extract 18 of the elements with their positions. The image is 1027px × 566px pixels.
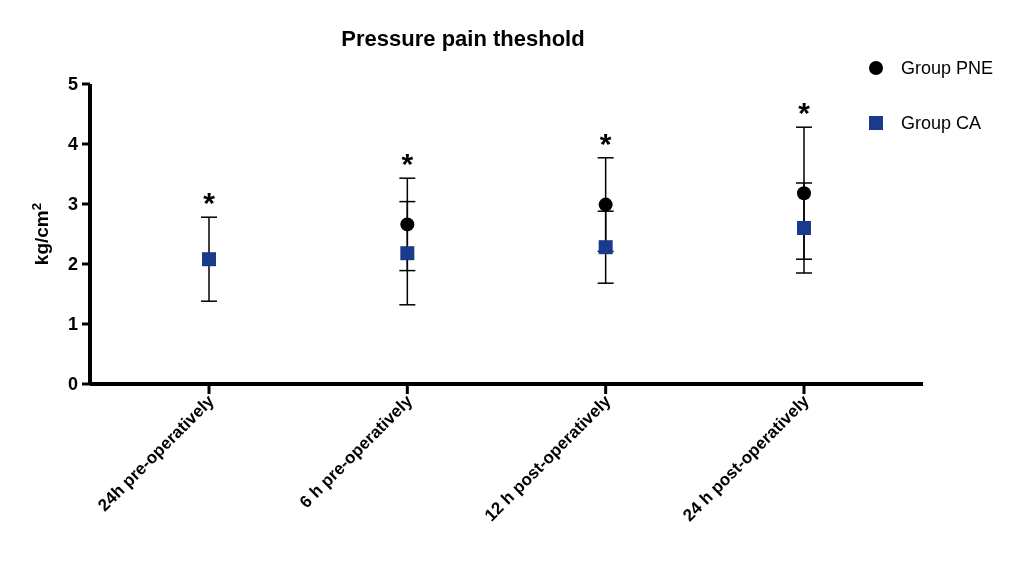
legend-label: Group PNE: [901, 58, 994, 79]
y-tick-label: 2: [67, 254, 78, 275]
y-tick-label: 0: [67, 374, 78, 395]
annotation: *: [798, 96, 811, 130]
y-tick-label: 3: [67, 194, 78, 215]
y-tick-label: 4: [67, 134, 78, 155]
point: [797, 221, 811, 235]
point: [598, 197, 613, 212]
chart-title: Pressure pain theshold: [341, 26, 585, 51]
y-tick-label: 1: [67, 314, 78, 335]
annotation: *: [401, 147, 414, 181]
y-tick-label: 5: [67, 74, 78, 95]
annotation: *: [599, 126, 612, 160]
point: [598, 240, 613, 255]
annotation: *: [203, 186, 216, 220]
point: [202, 252, 216, 267]
point: [400, 246, 415, 261]
legend-label: Group CA: [901, 113, 982, 134]
